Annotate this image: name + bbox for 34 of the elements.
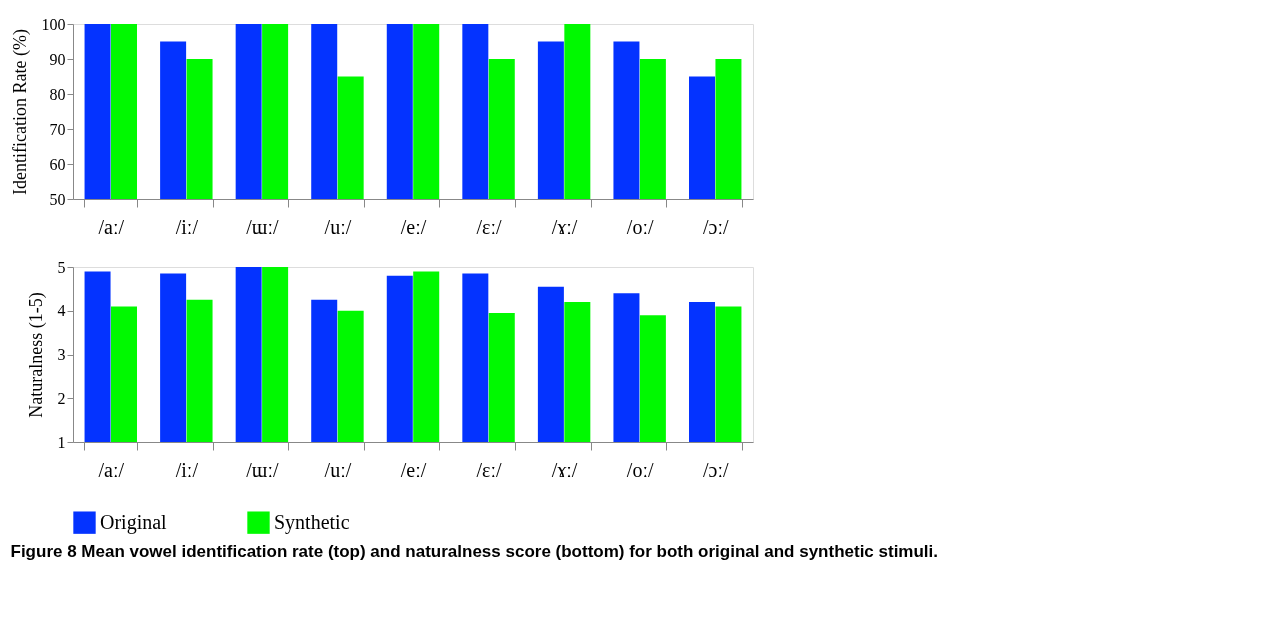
legend-label: Synthetic xyxy=(274,510,350,534)
x-tick-label: /iː/ xyxy=(175,215,199,238)
y-axis-title: Naturalness (1-5) xyxy=(25,292,47,418)
y-tick-label: 50 xyxy=(49,190,66,208)
x-tick-label: /aː/ xyxy=(98,215,125,238)
x-tick-label: /aː/ xyxy=(98,458,125,481)
x-tick-label: /ɤː/ xyxy=(551,458,578,481)
y-tick-label: 70 xyxy=(49,120,66,138)
x-tick-label: /eː/ xyxy=(400,458,427,481)
y-axis-title: Identification Rate (%) xyxy=(9,29,31,195)
x-tick-label: /ɔː/ xyxy=(702,458,729,481)
x-tick-label: /ɯː/ xyxy=(246,458,279,481)
x-tick-label: /oː/ xyxy=(626,215,654,238)
x-tick-label: /ɛː/ xyxy=(476,215,503,238)
y-tick-label: 90 xyxy=(49,50,66,68)
y-tick-label: 5 xyxy=(57,258,66,276)
x-tick-label: /ɛː/ xyxy=(476,458,503,481)
legend-label: Original xyxy=(100,510,168,534)
y-tick-label: 4 xyxy=(57,302,66,320)
x-tick-label: /oː/ xyxy=(626,458,654,481)
x-tick-label: /uː/ xyxy=(324,458,352,481)
x-tick-label: /ɯː/ xyxy=(246,215,279,238)
caption: Figure 8 Mean vowel identification rate (top) and naturalness score (bottom) for both original and synthetic stimuli. xyxy=(10,542,939,561)
y-tick-label: 2 xyxy=(57,389,66,407)
y-tick-label: 100 xyxy=(41,15,66,33)
y-tick-label: 1 xyxy=(57,433,66,451)
x-tick-label: /uː/ xyxy=(324,215,352,238)
x-tick-label: /eː/ xyxy=(400,215,427,238)
y-tick-label: 3 xyxy=(57,346,66,363)
x-tick-label: /ɤː/ xyxy=(551,215,578,238)
x-tick-label: /ɔː/ xyxy=(702,215,729,238)
y-tick-label: 80 xyxy=(49,85,66,103)
y-tick-label: 60 xyxy=(49,155,66,173)
x-tick-label: /iː/ xyxy=(175,458,199,481)
